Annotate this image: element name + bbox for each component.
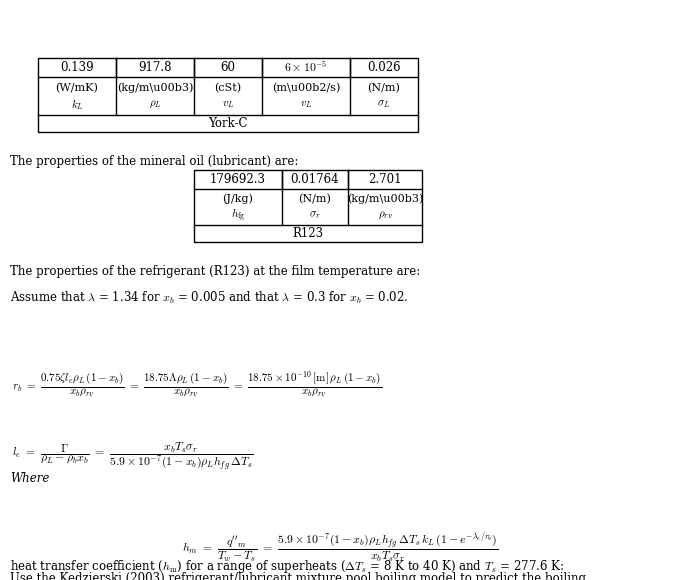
Text: 179692.3: 179692.3	[210, 173, 266, 186]
Text: (J/kg): (J/kg)	[222, 194, 254, 204]
Text: $\rho_L$: $\rho_L$	[149, 99, 161, 110]
Text: (N/m): (N/m)	[368, 82, 401, 93]
Text: (N/m): (N/m)	[299, 194, 331, 204]
Text: The properties of the mineral oil (lubricant) are:: The properties of the mineral oil (lubri…	[10, 155, 299, 168]
Bar	[194, 170, 422, 242]
Text: $v_L$: $v_L$	[222, 99, 234, 110]
Text: $v_L$: $v_L$	[300, 99, 312, 110]
Text: Where: Where	[10, 472, 50, 485]
Text: The properties of the refrigerant (R123) at the film temperature are:: The properties of the refrigerant (R123)…	[10, 265, 420, 278]
Text: $\rho_{rv}$: $\rho_{rv}$	[377, 209, 392, 220]
Text: 60: 60	[220, 61, 235, 74]
Text: $\sigma_r$: $\sigma_r$	[309, 209, 321, 221]
Text: 917.8: 917.8	[138, 61, 172, 74]
Text: $6 \times 10^{-5}$: $6 \times 10^{-5}$	[284, 60, 328, 75]
Text: $k_L$: $k_L$	[71, 97, 84, 112]
Text: (kg/m\u00b3): (kg/m\u00b3)	[117, 82, 193, 93]
Text: R123: R123	[292, 227, 324, 240]
Text: 0.026: 0.026	[367, 61, 401, 74]
Text: $h_m\ =\ \dfrac{q''_m}{T_w - T_s}\ =\ \dfrac{5.9\times10^{-7}(1-x_b)\rho_L h_{fg: $h_m\ =\ \dfrac{q''_m}{T_w - T_s}\ =\ \d…	[182, 530, 498, 564]
Bar	[38, 58, 418, 132]
Text: $\sigma_L$: $\sigma_L$	[377, 99, 391, 110]
Text: heat transfer coefficient ($h_\mathrm{m}$) for a range of superheats ($\Delta T_: heat transfer coefficient ($h_\mathrm{m}…	[10, 558, 564, 575]
Text: 0.01764: 0.01764	[290, 173, 339, 186]
Text: 0.139: 0.139	[61, 61, 94, 74]
Text: (W/mK): (W/mK)	[56, 82, 99, 93]
Text: Use the Kedzierski (2003) refrigerant/lubricant mixture pool boiling model to pr: Use the Kedzierski (2003) refrigerant/lu…	[10, 572, 586, 580]
Text: (cSt): (cSt)	[214, 82, 241, 93]
Text: $h_{\mathrm{fg}}$: $h_{\mathrm{fg}}$	[231, 206, 245, 224]
Text: $l_e\ =\ \dfrac{\Gamma}{\rho_L - \rho_b x_b}\ =\ \dfrac{x_b T_s \sigma_r}{5.9\ti: $l_e\ =\ \dfrac{\Gamma}{\rho_L - \rho_b …	[12, 440, 254, 472]
Text: 2.701: 2.701	[369, 173, 402, 186]
Text: (kg/m\u00b3): (kg/m\u00b3)	[347, 194, 423, 204]
Text: Assume that $\lambda$ = 1.34 for $x_b$ = 0.005 and that $\lambda$ = 0.3 for $x_b: Assume that $\lambda$ = 1.34 for $x_b$ =…	[10, 290, 409, 306]
Text: York-C: York-C	[208, 117, 248, 130]
Text: (m\u00b2/s): (m\u00b2/s)	[272, 82, 340, 93]
Text: $r_b\ =\ \dfrac{0.75\zeta l_e \rho_L\,(1-x_b)}{x_b \rho_{rv}}\ =\ \dfrac{18.75\L: $r_b\ =\ \dfrac{0.75\zeta l_e \rho_L\,(1…	[12, 370, 382, 400]
